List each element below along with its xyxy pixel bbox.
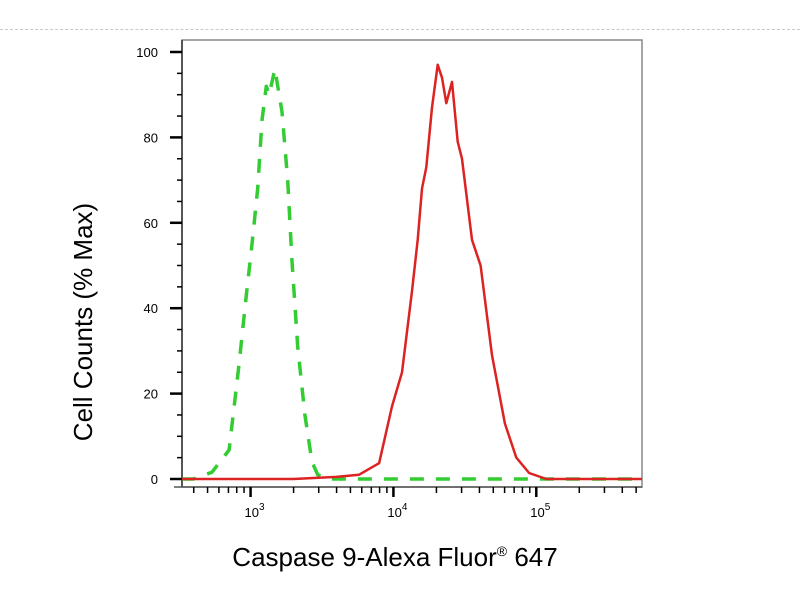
x-tick-label: 104 <box>387 502 407 520</box>
sample-histogram-line <box>182 63 642 481</box>
axes: 0 20 40 60 80 100 103 104 105 <box>136 39 643 520</box>
control-histogram-line <box>182 67 642 481</box>
y-axis-label: Cell Counts (% Max) <box>68 203 98 441</box>
x-tick-label: 105 <box>530 502 550 520</box>
x-axis-label: Caspase 9-Alexa Fluor® 647 <box>232 542 557 572</box>
y-tick-label: 0 <box>151 472 158 487</box>
y-tick-label: 100 <box>136 45 158 60</box>
y-tick-label: 80 <box>144 130 158 145</box>
series-group <box>182 63 642 481</box>
y-tick-label: 40 <box>144 301 158 316</box>
top-divider <box>0 29 800 30</box>
x-tick-label: 103 <box>245 502 265 520</box>
y-tick-label: 60 <box>144 216 158 231</box>
y-tick-label: 20 <box>144 387 158 402</box>
